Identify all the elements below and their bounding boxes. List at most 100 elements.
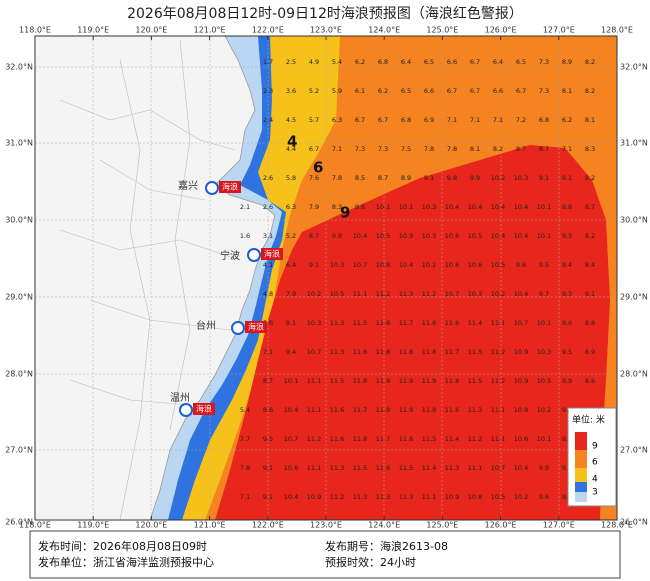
wave-height: 11.8: [353, 377, 367, 385]
wave-height: 8.9: [585, 348, 595, 356]
wave-height: 11.7: [445, 348, 459, 356]
wave-height: 7.3: [539, 58, 549, 66]
wave-height: 10.4: [491, 203, 505, 211]
issue-time: 发布时间：2026年08月08日09时: [38, 539, 207, 553]
wave-height: 11.5: [399, 464, 413, 472]
wave-height: 10.4: [353, 232, 367, 240]
wave-height: 2.4: [263, 116, 273, 124]
legend-swatch: [575, 482, 587, 492]
wave-height: 6.8: [378, 58, 388, 66]
wave-height: 9.4: [562, 261, 572, 269]
wave-height: 8.1: [562, 87, 572, 95]
wave-height: 11.3: [330, 464, 344, 472]
wave-height: 10.6: [514, 435, 528, 443]
wave-height: 10.6: [445, 232, 459, 240]
wave-height: 11.2: [330, 493, 344, 501]
lon-label: 128.0°E: [601, 521, 633, 530]
wave-height: 10.3: [307, 319, 321, 327]
wave-height: 8.9: [562, 58, 572, 66]
wave-height: 7.2: [516, 116, 526, 124]
wave-height: 11.5: [353, 319, 367, 327]
wave-height: 9.5: [562, 464, 572, 472]
lat-label: 30.0°N: [620, 216, 648, 225]
wave-height: 11.3: [330, 348, 344, 356]
wave-height: 11.5: [468, 348, 482, 356]
wave-height: 10.4: [284, 493, 298, 501]
wave-height: 11.7: [399, 319, 413, 327]
wave-height: 7.8: [332, 174, 342, 182]
wave-height: 5.9: [332, 87, 342, 95]
wave-height: 5.2: [286, 232, 296, 240]
wave-height: 11.3: [353, 493, 367, 501]
wave-height: 8.7: [516, 145, 526, 153]
footer-box: [29, 530, 621, 579]
wave-height: 4.9: [309, 58, 319, 66]
wave-height: 6.3: [286, 203, 296, 211]
wave-height: 11.8: [422, 406, 436, 414]
wave-height: 8.5: [355, 174, 365, 182]
wave-height: 10.4: [514, 290, 528, 298]
wave-height: 6.7: [309, 145, 319, 153]
wave-height: 9.8: [562, 406, 572, 414]
wave-height: 9.6: [516, 261, 526, 269]
wave-height: 11.9: [422, 377, 436, 385]
wave-height: 6.6: [424, 87, 434, 95]
wave-height: 11.3: [445, 464, 459, 472]
wave-height: 8.2: [585, 232, 595, 240]
footer: 发布时间：2026年08月08日09时 发布单位：浙江省海洋监测预报中心 发布期…: [29, 530, 621, 579]
wave-height: 11.1: [491, 319, 505, 327]
lat-label: 28.0°N: [5, 370, 33, 379]
wave-height: 10.3: [422, 203, 436, 211]
wave-height: 8.7: [263, 377, 273, 385]
wave-height: 10.1: [284, 377, 298, 385]
wave-height: 2.5: [286, 58, 296, 66]
wave-height: 6.3: [332, 116, 342, 124]
wave-height: 7.7: [240, 435, 250, 443]
wave-height: 9.5: [562, 348, 572, 356]
lat-label: 32.0°N: [620, 63, 648, 72]
wave-height: 10.9: [514, 377, 528, 385]
lon-label: 123.0°E: [310, 521, 342, 530]
wave-height: 10.1: [537, 435, 551, 443]
wave-height: 6.2: [562, 116, 572, 124]
issuer: 发布单位：浙江省海洋监测预报中心: [38, 555, 214, 569]
wave-height: 10.7: [491, 464, 505, 472]
wave-height: 10.8: [514, 406, 528, 414]
wave-height: 7.9: [309, 203, 319, 211]
legend-swatch: [575, 468, 587, 482]
wave-height: 8.6: [585, 377, 595, 385]
wave-height: 5.4: [332, 58, 342, 66]
wave-height: 2.6: [263, 203, 273, 211]
wave-height: 9.9: [539, 464, 549, 472]
wave-height: 4.4: [286, 145, 296, 153]
wave-height: 10.4: [445, 203, 459, 211]
lon-label: 127.0°E: [543, 26, 575, 35]
wave-height: 10.5: [537, 377, 551, 385]
legend: 单位: 米 9 6 4 3: [567, 407, 617, 507]
validity: 预报时效：24小时: [325, 555, 416, 569]
wave-height: 9.1: [539, 174, 549, 182]
lat-label: 30.0°N: [5, 216, 33, 225]
wave-height: 2.1: [240, 203, 250, 211]
wave-height: 10.2: [491, 290, 505, 298]
city-label: 台州: [196, 319, 216, 332]
wave-height: 8.8: [585, 319, 595, 327]
wave-height: 11.5: [353, 464, 367, 472]
wave-height: 7.1: [470, 116, 480, 124]
wave-height: 9.5: [539, 261, 549, 269]
wave-height: 9.6: [355, 203, 365, 211]
lat-label: 29.0°N: [5, 293, 33, 302]
wave-height: 11.2: [468, 435, 482, 443]
wave-height: 6.7: [470, 87, 480, 95]
wave-height: 6.2: [355, 58, 365, 66]
wave-height: 10.7: [445, 290, 459, 298]
wave-height: 7.3: [355, 145, 365, 153]
zone-red: [215, 145, 610, 520]
wave-height: 11.6: [445, 319, 459, 327]
wave-height: 9.4: [286, 348, 296, 356]
wave-height: 10.9: [445, 493, 459, 501]
wave-height: 8.2: [493, 145, 503, 153]
axis-ticks: 118.0°E 118.0°E 119.0°E 119.0°E 120.0°E 120.0…: [5, 26, 648, 530]
wave-height: 7.1: [332, 145, 342, 153]
